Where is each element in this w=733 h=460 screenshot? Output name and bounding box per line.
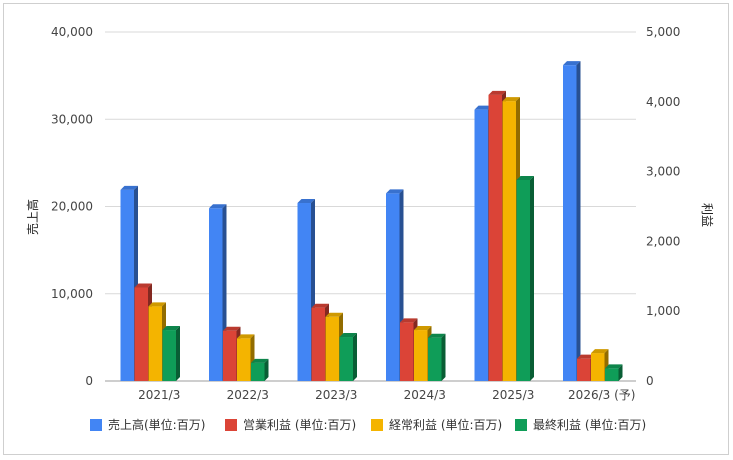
right-axis-tick-label: 5,000 <box>646 25 680 39</box>
legend-swatch <box>371 419 383 431</box>
bar-3-5 <box>605 364 623 381</box>
right-axis-tick-label: 4,000 <box>646 95 680 109</box>
bar-3-2 <box>339 333 357 381</box>
left-axis-tick-label: 10,000 <box>51 287 93 301</box>
right-axis-tick-label: 0 <box>646 374 654 388</box>
legend-label: 売上高(単位:百万) <box>108 417 205 432</box>
bar-3-1 <box>251 358 269 381</box>
category-label: 2024/3 <box>404 388 446 402</box>
legend-label: 営業利益 (単位:百万) <box>243 417 356 432</box>
legend: 売上高(単位:百万) 営業利益 (単位:百万) 経常利益 (単位:百万) 最終利益 (… <box>90 417 646 432</box>
left-axis-ticks: 0 10,000 20,000 30,000 40,000 <box>51 25 93 388</box>
right-axis-tick-label: 2,000 <box>646 234 680 248</box>
bar-3-0 <box>162 326 180 381</box>
bar-3-4 <box>516 175 534 381</box>
category-label: 2023/3 <box>315 388 357 402</box>
bar-3-3 <box>428 333 446 381</box>
legend-swatch <box>225 419 237 431</box>
right-axis-tick-label: 1,000 <box>646 304 680 318</box>
legend-label: 経常利益 (単位:百万) <box>389 417 502 432</box>
left-axis-tick-label: 20,000 <box>51 200 93 214</box>
bar-0-5 <box>563 61 581 381</box>
right-axis-tick-label: 3,000 <box>646 165 680 179</box>
left-axis-tick-label: 40,000 <box>51 25 93 39</box>
right-axis-title: 利益 <box>700 203 714 227</box>
legend-label: 最終利益 (単位:百万) <box>533 417 646 432</box>
left-axis-tick-label: 30,000 <box>51 112 93 126</box>
gridlines <box>105 31 636 382</box>
category-labels: 2021/3 2022/3 2023/3 2024/3 2025/3 2026/3 (予) <box>138 388 635 402</box>
legend-item: 営業利益 (単位:百万) <box>225 417 356 432</box>
legend-item: 経常利益 (単位:百万) <box>371 417 502 432</box>
left-axis-title: 売上高 <box>25 199 40 235</box>
legend-swatch <box>90 419 102 431</box>
category-label: 2022/3 <box>227 388 269 402</box>
category-label: 2026/3 (予) <box>568 388 635 402</box>
bars <box>120 61 623 382</box>
category-label: 2021/3 <box>138 388 180 402</box>
right-axis-ticks: 0 1,000 2,000 3,000 4,000 5,000 <box>646 25 680 388</box>
legend-item: 売上高(単位:百万) <box>90 417 205 432</box>
legend-swatch <box>515 419 527 431</box>
left-axis-tick-label: 0 <box>85 374 93 388</box>
legend-item: 最終利益 (単位:百万) <box>515 417 646 432</box>
category-label: 2025/3 <box>492 388 534 402</box>
